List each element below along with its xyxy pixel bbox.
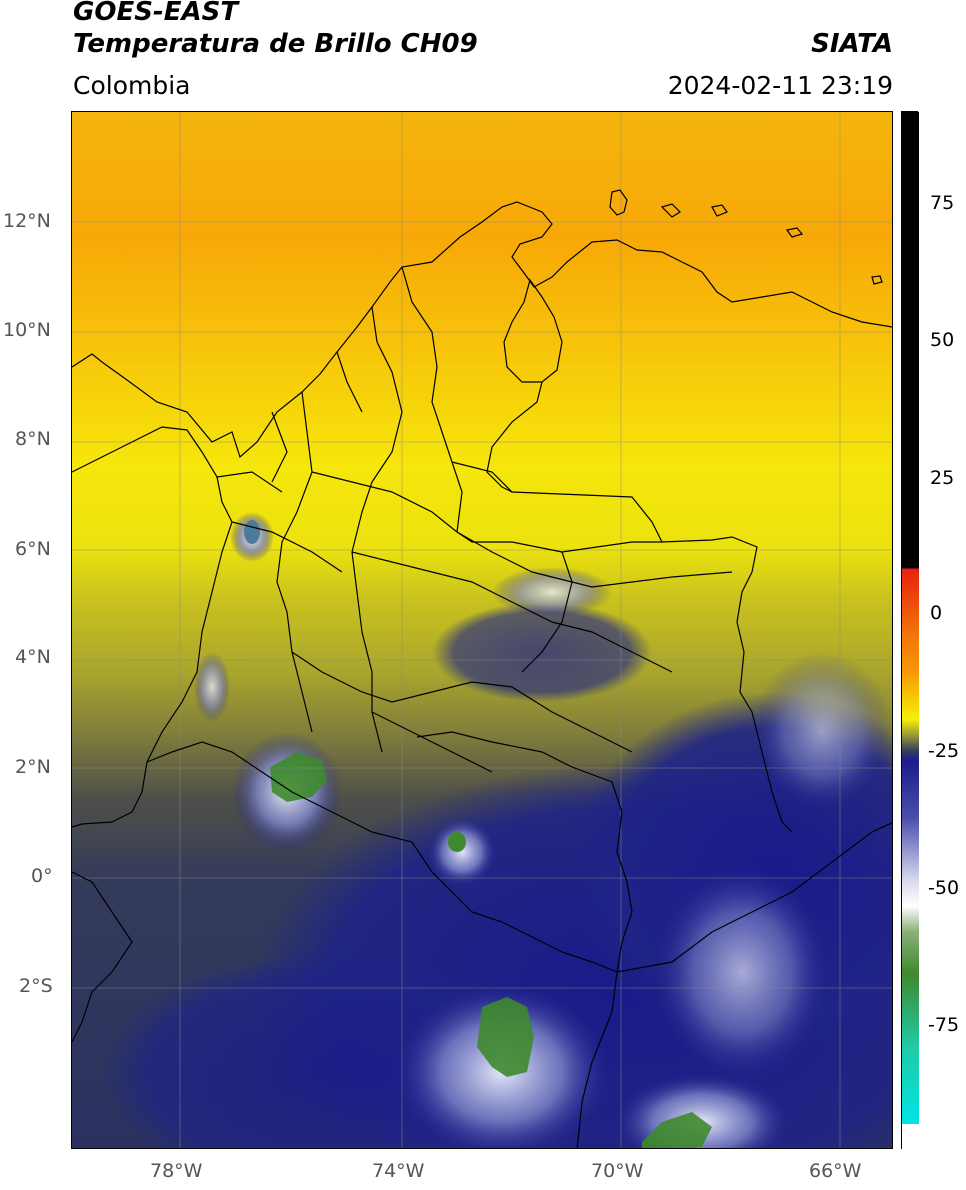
map-image (72, 112, 892, 1148)
lon-label-70w: 70°W (591, 1160, 644, 1182)
lon-label-74w: 74°W (372, 1160, 425, 1182)
lat-label-10n: 10°N (3, 319, 51, 341)
lon-label-78w: 78°W (150, 1160, 203, 1182)
colorbar-label-25: 25 (930, 467, 955, 489)
agency-label: SIATA (811, 29, 893, 59)
colorbar-label-minus50: -50 (928, 877, 960, 899)
lat-label-2s: 2°S (19, 975, 53, 997)
satellite-map[interactable] (71, 111, 893, 1149)
satellite-title: GOES-EAST (73, 0, 239, 27)
lat-label-12n: 12°N (3, 210, 51, 232)
datetime-label: 2024-02-11 23:19 (667, 71, 893, 100)
colorbar-label-minus25: -25 (928, 740, 960, 762)
lat-label-6n: 6°N (15, 538, 51, 560)
lat-label-8n: 8°N (15, 428, 51, 450)
colorbar-label-75: 75 (930, 192, 955, 214)
product-title: Temperatura de Brillo CH09 (73, 29, 478, 59)
lat-label-4n: 4°N (15, 646, 51, 668)
region-label: Colombia (73, 71, 191, 100)
colorbar (901, 111, 919, 1150)
lat-label-0: 0° (31, 865, 53, 887)
colorbar-label-50: 50 (930, 329, 955, 351)
lat-label-2n: 2°N (15, 756, 51, 778)
colorbar-gradient (902, 112, 919, 1150)
lon-label-66w: 66°W (809, 1160, 862, 1182)
colorbar-label-0: 0 (930, 602, 943, 624)
colorbar-label-minus75: -75 (928, 1014, 960, 1036)
